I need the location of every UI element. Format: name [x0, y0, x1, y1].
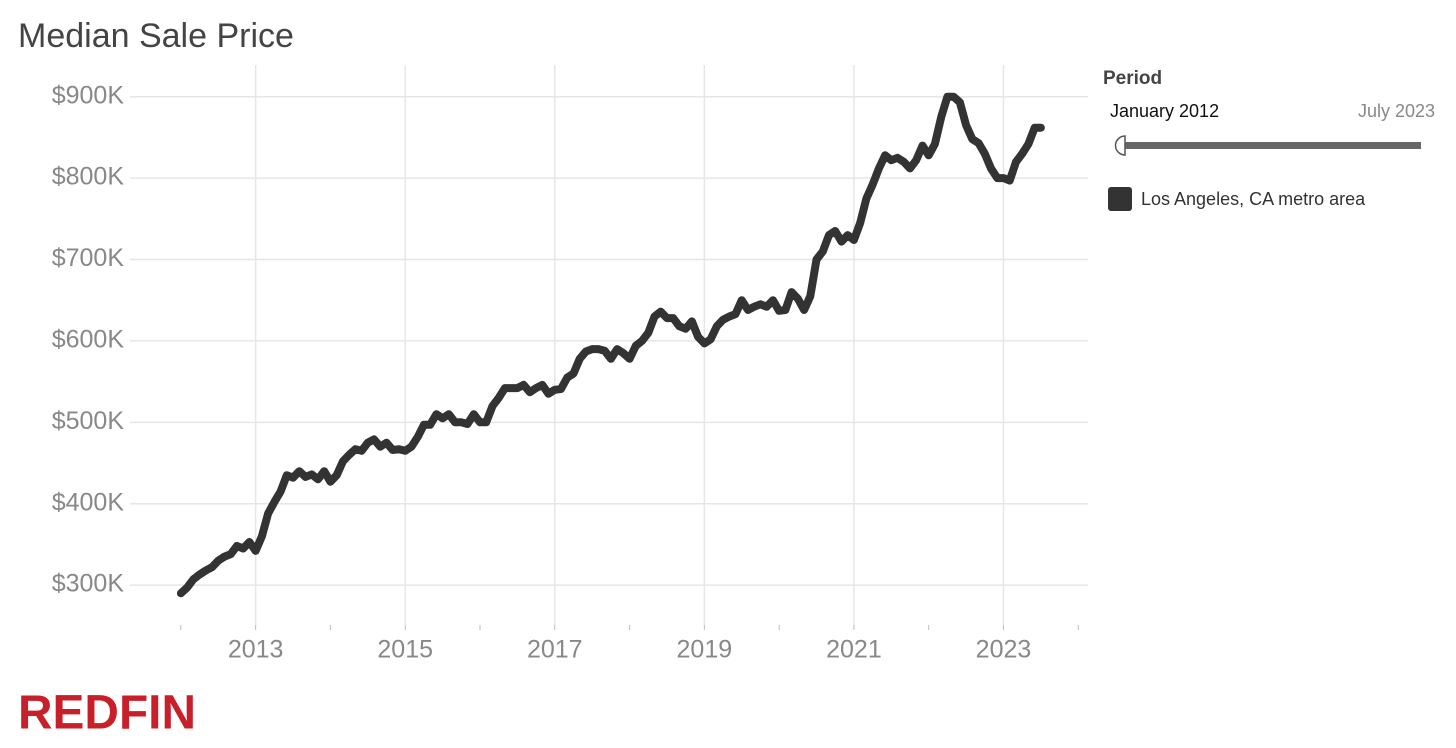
- filter-label: Period: [1103, 68, 1162, 89]
- legend-swatch: [1108, 187, 1132, 211]
- x-tick-label: 2013: [228, 636, 284, 664]
- filter-end: July 2023: [1358, 101, 1435, 121]
- legend-label: Los Angeles, CA metro area: [1141, 189, 1366, 209]
- logo: REDFIN: [18, 687, 196, 740]
- filter-start: January 2012: [1110, 101, 1219, 121]
- x-tick-label: 2019: [677, 636, 733, 664]
- y-tick-label: $900K: [52, 81, 125, 109]
- x-tick-label: 2017: [527, 636, 583, 664]
- y-tick-label: $800K: [52, 163, 125, 191]
- y-tick-label: $500K: [52, 407, 125, 435]
- chart-title: Median Sale Price: [18, 17, 294, 55]
- x-tick-label: 2021: [826, 636, 882, 664]
- y-tick-label: $600K: [52, 326, 125, 354]
- y-tick-label: $300K: [52, 570, 125, 598]
- x-tick-label: 2023: [976, 636, 1032, 664]
- y-tick-label: $700K: [52, 244, 125, 272]
- y-tick-label: $400K: [52, 488, 125, 516]
- slider-handle[interactable]: [1114, 135, 1126, 156]
- data-line: [176, 92, 1045, 598]
- slider-track[interactable]: [1118, 142, 1421, 149]
- x-tick-label: 2015: [377, 636, 433, 664]
